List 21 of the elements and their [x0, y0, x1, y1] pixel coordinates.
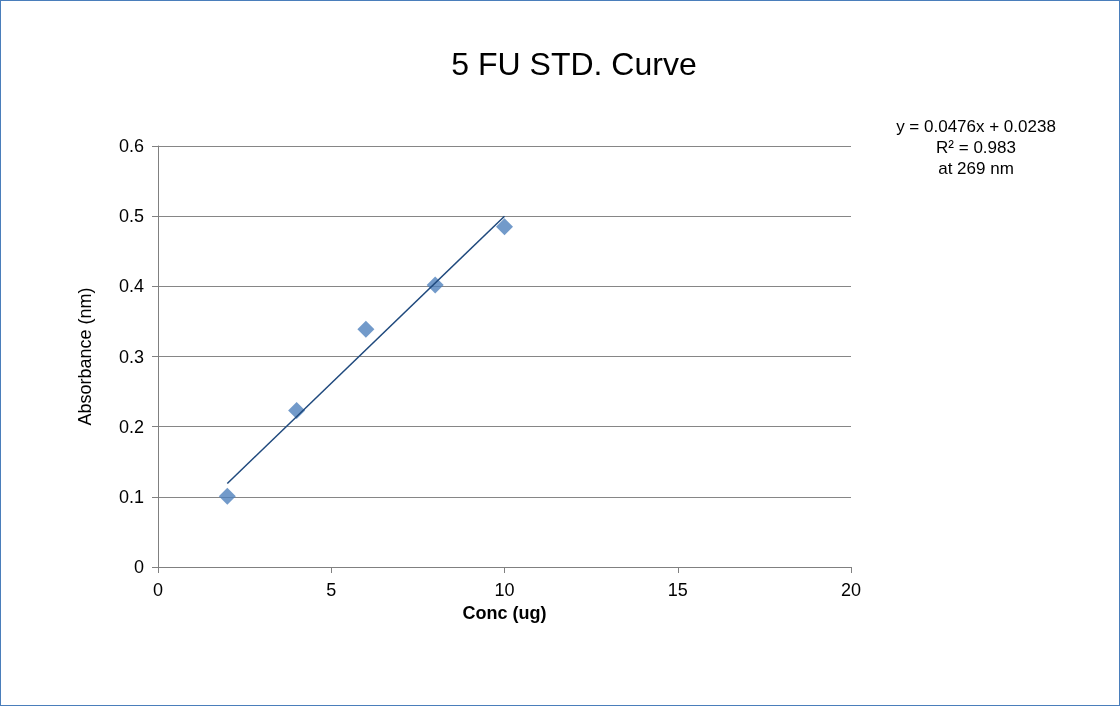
- x-tick-label: 5: [326, 580, 337, 600]
- x-tick-label: 15: [667, 580, 688, 600]
- text: R² = 0.983: [936, 138, 1016, 157]
- y-tick-label: 0.4: [118, 276, 144, 297]
- point: [496, 218, 513, 236]
- y-tick-label: 0.5: [118, 206, 144, 227]
- x-tick-label: 20: [840, 580, 862, 600]
- y-tick-label: 0.2: [118, 416, 144, 437]
- x-tick-label: 0: [152, 580, 164, 600]
- y-tick-label: 0.1: [118, 486, 144, 507]
- text: at 269 nm: [938, 159, 1014, 178]
- text: y = 0.0476x + 0.0238: [896, 117, 1056, 136]
- x-axis-title: Conc (ug): [462, 602, 547, 623]
- x-tick-label: 10: [494, 580, 515, 600]
- chart-title: 5 FU STD. Curve: [451, 46, 697, 82]
- point: [357, 320, 375, 338]
- y-tick-label: 0.3: [118, 346, 144, 367]
- y-tick-label: 0: [133, 557, 144, 577]
- y-tick-label: 0.6: [118, 136, 144, 156]
- y-axis-title: Absorbance (nm): [75, 287, 95, 426]
- point: [218, 487, 236, 505]
